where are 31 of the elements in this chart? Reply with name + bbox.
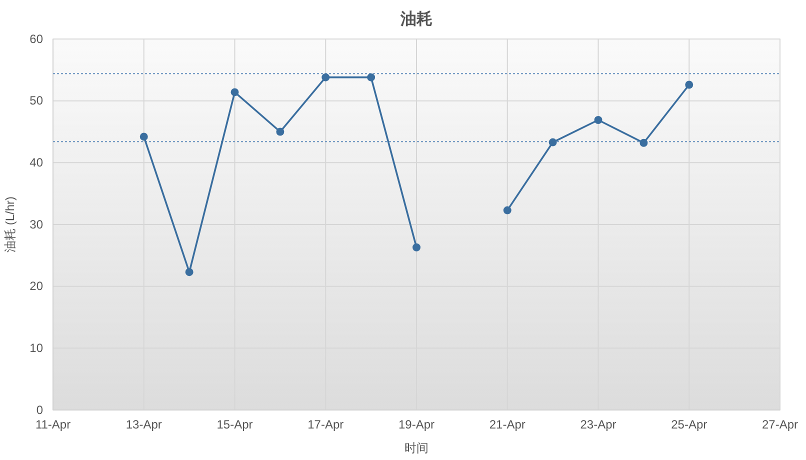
y-tick-label: 50	[30, 94, 44, 108]
y-axis-title: 油耗 (L/hr)	[3, 196, 17, 253]
x-axis-title: 时间	[404, 441, 428, 455]
x-tick-label: 21-Apr	[489, 418, 526, 432]
x-tick-label: 13-Apr	[126, 418, 162, 432]
y-tick-label: 40	[30, 156, 44, 170]
x-tick-label: 25-Apr	[671, 418, 708, 432]
point	[685, 80, 694, 89]
y-tick-label: 10	[30, 341, 44, 356]
point	[230, 88, 239, 96]
point	[594, 116, 602, 124]
point	[640, 138, 648, 147]
x-tick-label: 23-Apr	[580, 418, 616, 432]
point	[322, 73, 330, 82]
point	[185, 268, 194, 276]
point	[548, 138, 557, 146]
x-tick-label: 11-Apr	[35, 418, 71, 432]
chart-title: 油耗	[400, 10, 432, 28]
point	[367, 73, 376, 82]
x-tick-label: 17-Apr	[308, 418, 344, 432]
y-tick-label: 60	[30, 32, 44, 46]
x-tick-label: 27-Apr	[762, 418, 798, 432]
y-tick-label: 0	[36, 402, 44, 417]
y-tick-label: 20	[30, 279, 44, 294]
point	[140, 132, 148, 141]
point	[412, 243, 420, 252]
point	[276, 128, 284, 136]
x-tick-label: 19-Apr	[398, 418, 435, 432]
point	[503, 206, 512, 214]
x-tick-label: 15-Apr	[216, 418, 253, 432]
y-tick-label: 30	[30, 217, 44, 232]
